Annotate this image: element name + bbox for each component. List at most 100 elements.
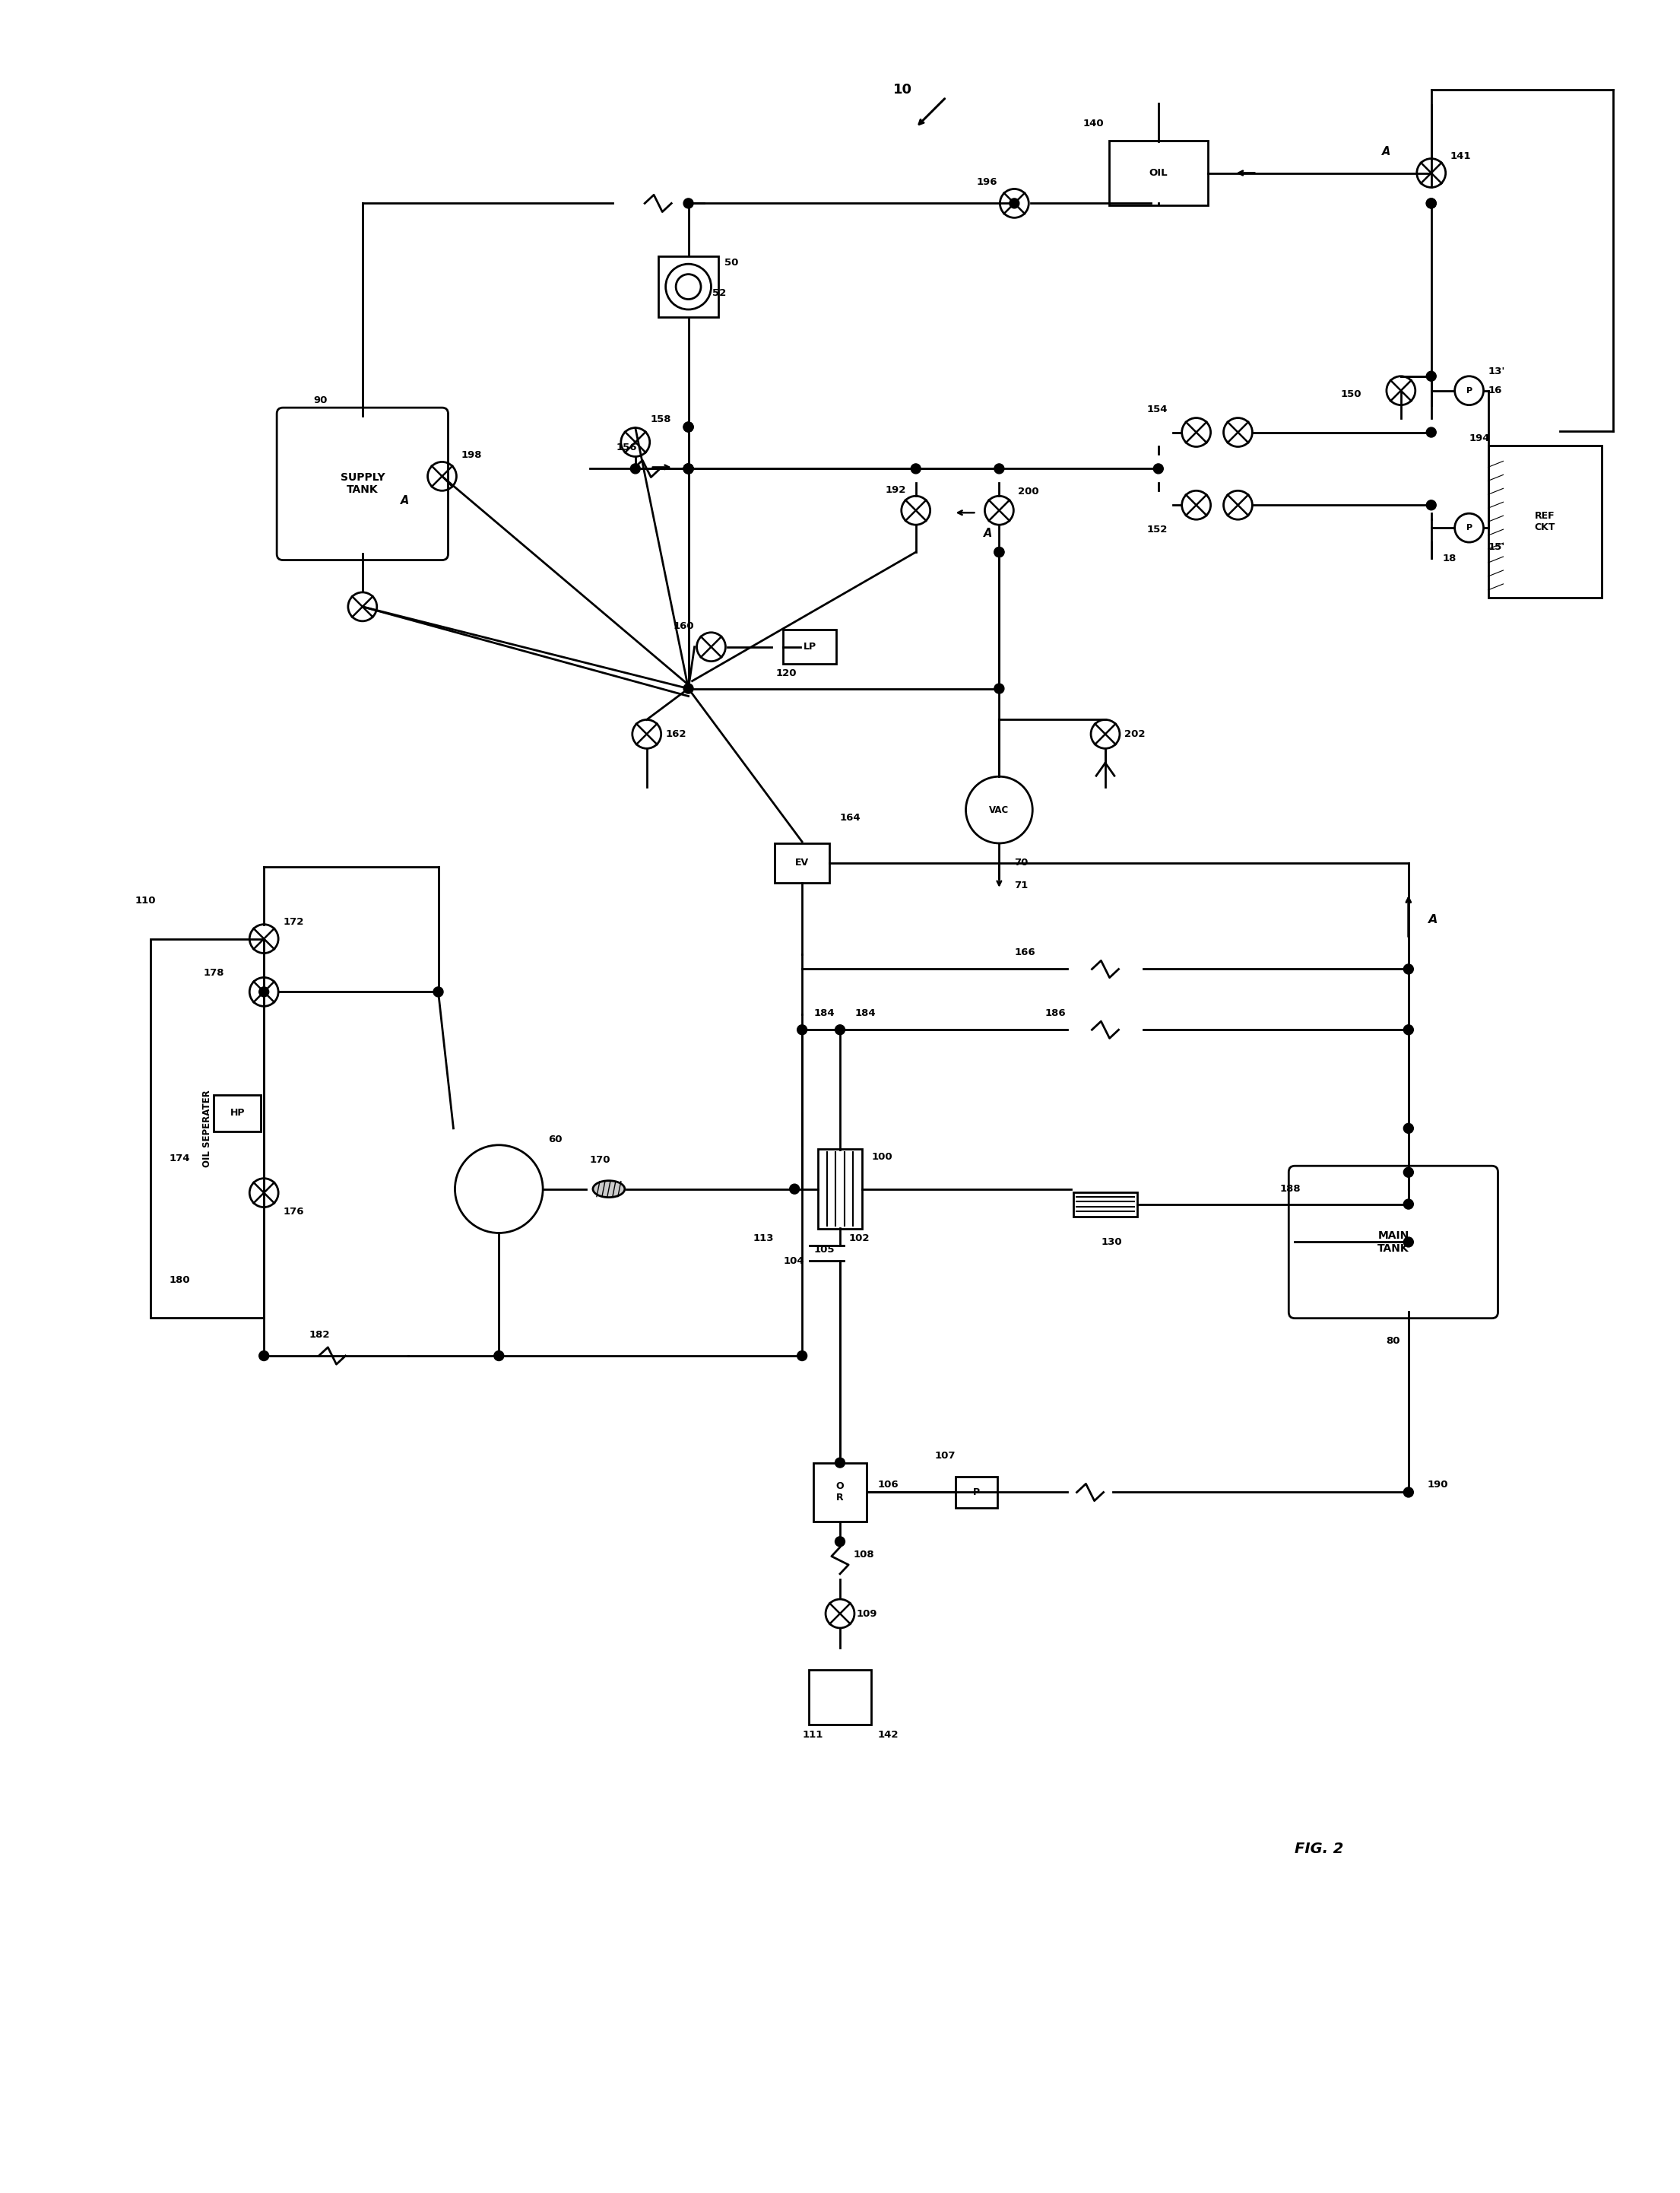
Circle shape [1426, 371, 1436, 382]
Text: 108: 108 [853, 1550, 875, 1559]
Circle shape [835, 1537, 845, 1546]
Text: 106: 106 [879, 1480, 899, 1489]
Bar [1109, 140, 1208, 206]
Circle shape [1010, 197, 1020, 208]
Circle shape [684, 421, 694, 432]
Circle shape [995, 548, 1005, 557]
Text: 16: 16 [1488, 386, 1502, 395]
Text: 152: 152 [1147, 524, 1168, 535]
Circle shape [798, 1024, 806, 1035]
Text: 190: 190 [1428, 1480, 1448, 1489]
Text: 120: 120 [776, 669, 796, 678]
Text: 196: 196 [976, 178, 998, 186]
Text: 176: 176 [282, 1206, 304, 1217]
Text: A: A [1428, 914, 1436, 925]
Text: 174: 174 [170, 1154, 190, 1164]
Text: 158: 158 [650, 414, 672, 425]
Circle shape [433, 987, 444, 998]
Circle shape [684, 463, 694, 474]
Text: 18: 18 [1443, 553, 1457, 564]
Circle shape [835, 1458, 845, 1467]
Text: 178: 178 [203, 967, 223, 978]
Circle shape [1403, 1024, 1413, 1035]
Text: MAIN
TANK: MAIN TANK [1378, 1230, 1410, 1254]
Circle shape [1403, 1200, 1413, 1208]
Text: P: P [1467, 524, 1472, 531]
Circle shape [1403, 1487, 1413, 1498]
Text: 198: 198 [460, 450, 482, 461]
Text: A: A [984, 529, 993, 539]
Text: 80: 80 [1386, 1336, 1399, 1347]
Circle shape [1403, 1167, 1413, 1178]
Circle shape [995, 548, 1005, 557]
Text: 188: 188 [1280, 1184, 1300, 1193]
Text: 70: 70 [1015, 857, 1028, 868]
Text: 192: 192 [885, 485, 906, 496]
Text: SUPPLY
TANK: SUPPLY TANK [339, 471, 385, 496]
Circle shape [1426, 428, 1436, 436]
Text: LP: LP [803, 643, 816, 651]
Circle shape [1426, 500, 1436, 511]
Text: 113: 113 [753, 1232, 774, 1243]
Text: 102: 102 [848, 1232, 870, 1243]
Text: 180: 180 [170, 1274, 190, 1285]
Text: 186: 186 [1045, 1009, 1065, 1018]
Circle shape [798, 1351, 806, 1360]
Circle shape [684, 421, 694, 432]
Text: HP: HP [230, 1107, 245, 1118]
Bar [783, 629, 837, 664]
Text: 162: 162 [665, 728, 687, 739]
Text: EV: EV [795, 857, 810, 868]
Text: P: P [1467, 386, 1472, 395]
Text: 150: 150 [1341, 390, 1361, 399]
Text: 15': 15' [1488, 542, 1505, 553]
Text: 140: 140 [1082, 118, 1104, 129]
Text: 154: 154 [1147, 406, 1168, 414]
Bar [1488, 445, 1601, 599]
Text: 109: 109 [857, 1610, 877, 1618]
Text: 100: 100 [872, 1151, 892, 1162]
Circle shape [1154, 463, 1163, 474]
Circle shape [259, 1351, 269, 1360]
Circle shape [684, 684, 694, 693]
Text: 10: 10 [894, 83, 912, 96]
Text: FIG. 2: FIG. 2 [1295, 1842, 1344, 1855]
Bar [956, 1476, 998, 1509]
Bar [810, 1669, 870, 1724]
Text: 170: 170 [590, 1156, 612, 1164]
Circle shape [790, 1184, 800, 1193]
Circle shape [995, 684, 1005, 693]
Text: 52: 52 [712, 287, 726, 298]
Circle shape [1403, 1237, 1413, 1248]
Text: 182: 182 [309, 1329, 331, 1340]
Text: 107: 107 [934, 1452, 956, 1461]
Bar [213, 1094, 260, 1132]
Text: 172: 172 [282, 917, 304, 928]
Circle shape [684, 197, 694, 208]
Text: 104: 104 [783, 1257, 805, 1265]
Circle shape [1426, 197, 1436, 208]
Text: 50: 50 [724, 257, 739, 268]
Text: 111: 111 [801, 1730, 823, 1739]
Bar [1074, 1193, 1137, 1217]
Text: 200: 200 [1018, 487, 1040, 496]
Text: 110: 110 [134, 897, 156, 906]
Circle shape [259, 987, 269, 998]
Text: 130: 130 [1102, 1237, 1122, 1248]
Text: 194: 194 [1468, 434, 1490, 443]
Text: 13': 13' [1488, 366, 1505, 377]
Circle shape [494, 1351, 504, 1360]
Bar [150, 939, 264, 1318]
Bar [818, 1149, 862, 1228]
Text: OIL: OIL [1149, 169, 1168, 178]
Text: 105: 105 [813, 1246, 835, 1254]
Text: 184: 184 [855, 1009, 877, 1018]
Text: VAC: VAC [990, 805, 1010, 816]
Circle shape [995, 463, 1005, 474]
Text: 142: 142 [879, 1730, 899, 1739]
Circle shape [630, 463, 640, 474]
Bar [813, 1463, 867, 1522]
Text: 166: 166 [1015, 947, 1035, 958]
Text: O
R: O R [837, 1482, 843, 1502]
Bar [774, 844, 830, 884]
